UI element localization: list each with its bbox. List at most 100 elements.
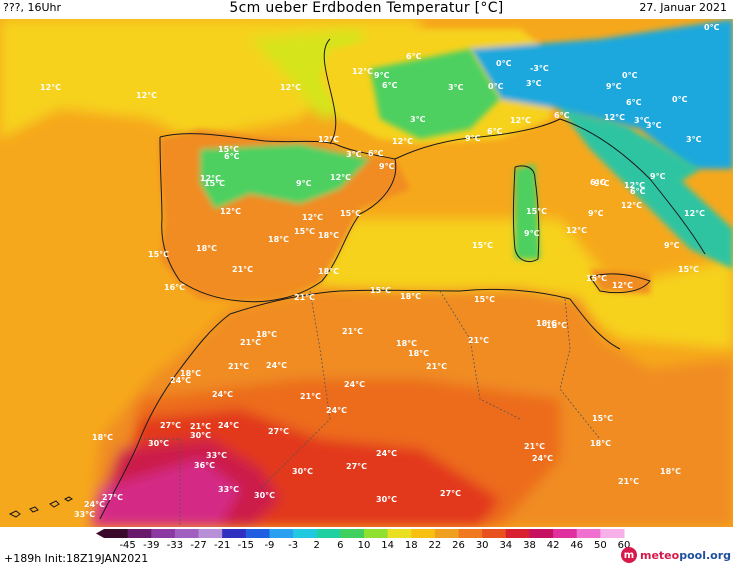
temperature-label: 36°C: [194, 461, 215, 470]
temperature-label: 6°C: [368, 149, 384, 158]
temperature-label: 3°C: [346, 150, 362, 159]
temperature-label: 27°C: [160, 421, 181, 430]
temperature-label: 33°C: [206, 451, 227, 460]
temperature-label: -3°C: [530, 64, 549, 73]
colorbar-swatch: [553, 529, 578, 538]
temperature-label: 6°C: [487, 127, 503, 136]
colorbar-swatch: [174, 529, 200, 538]
colorbar-swatch: [104, 529, 129, 538]
colorbar-tick-label: -9: [264, 540, 274, 551]
temperature-label: 6°C: [406, 52, 422, 61]
colorbar-swatch: [245, 529, 270, 538]
colorbar-tick-label: 50: [594, 540, 607, 551]
temperature-map[interactable]: 12°C 12°C 12°C 12°C 12°C 9°C 6°C 6°C 3°C 0°C -3°C 3…: [0, 19, 733, 527]
colorbar-tick-label: -21: [214, 540, 230, 551]
temperature-label: 21°C: [294, 293, 315, 302]
colorbar-swatch: [127, 529, 152, 538]
temperature-label: 18°C: [180, 369, 201, 378]
temperature-label: 24°C: [84, 500, 105, 509]
temperature-label: 12°C: [621, 201, 642, 210]
temperature-label: 15°C: [148, 250, 169, 259]
colorbar-tick-label: 46: [570, 540, 583, 551]
meteopool-logo[interactable]: m meteopool.org: [621, 547, 731, 563]
temperature-label: 24°C: [376, 449, 397, 458]
temperature-label: 24°C: [266, 361, 287, 370]
colorbar-swatch: [316, 529, 341, 538]
colorbar-tick-label: 34: [499, 540, 512, 551]
colorbar-tick-label: -27: [190, 540, 206, 551]
temperature-label: 15°C: [340, 209, 361, 218]
colorbar-swatch: [340, 529, 365, 538]
temperature-label: 3°C: [686, 135, 702, 144]
temperature-label: 12°C: [136, 91, 157, 100]
temperature-label: 18°C: [660, 467, 681, 476]
temperature-label: 18°C: [408, 349, 429, 358]
colorbar-tick-label: -3: [288, 540, 298, 551]
sahara-extreme-hot: [90, 459, 240, 527]
temperature-label: 6°C: [554, 111, 570, 120]
temperature-label: 0°C: [672, 95, 688, 104]
sea-warm-band: [560, 259, 733, 349]
temperature-label: 9°C: [606, 82, 622, 91]
temperature-label: 3°C: [646, 121, 662, 130]
temperature-label: 21°C: [426, 362, 447, 371]
temperature-label: 18°C: [536, 319, 557, 328]
forecast-date: 27. Januar 2021: [639, 1, 727, 14]
temperature-label: 18°C: [196, 244, 217, 253]
temperature-label: 21°C: [240, 338, 261, 347]
colorbar-swatch: [434, 529, 460, 538]
colorbar-swatch: [387, 529, 412, 538]
map-title: 5cm ueber Erdboden Temperatur [°C]: [229, 0, 504, 16]
temperature-label: 15°C: [370, 286, 391, 295]
temperature-label: 15°C: [472, 241, 493, 250]
temperature-label: 18°C: [400, 292, 421, 301]
temperature-label: 15°C: [526, 207, 547, 216]
colorbar-tick-label: 30: [476, 540, 489, 551]
temperature-label: 30°C: [376, 495, 397, 504]
temperature-label: 3°C: [410, 115, 426, 124]
colorbar-tick-label: 14: [381, 540, 394, 551]
temperature-labels: 12°C 12°C 12°C 12°C 12°C 9°C 6°C 6°C 3°C 0°C -3°C 3…: [40, 23, 720, 519]
temperature-label: 12°C: [200, 174, 221, 183]
temperature-label: 0°C: [488, 82, 504, 91]
temperature-label: 21°C: [618, 477, 639, 486]
temperature-label: 18°C: [546, 321, 567, 330]
italy-land: [560, 109, 733, 269]
temperature-label: 24°C: [218, 421, 239, 430]
map-header: ???, 16Uhr 5cm ueber Erdboden Temperatur…: [0, 0, 733, 19]
temperature-label: 9°C: [465, 134, 481, 143]
temperature-label: 18°C: [256, 330, 277, 339]
temperature-label: 18°C: [396, 339, 417, 348]
temperature-label: 21°C: [300, 392, 321, 401]
colorbar-swatch: [505, 529, 530, 538]
temperature-label: 18°C: [92, 433, 113, 442]
colorbar-tick-label: 2: [314, 540, 320, 551]
temperature-label: 12°C: [684, 209, 705, 218]
temperature-label: 30°C: [254, 491, 275, 500]
alps-green-zone: [370, 49, 500, 139]
temperature-label: 9°C: [379, 162, 395, 171]
logo-text: meteopool.org: [640, 548, 731, 562]
logo-icon: m: [621, 547, 637, 563]
temperature-label: 3°C: [526, 79, 542, 88]
temperature-label: 30°C: [190, 431, 211, 440]
temperature-label: 27°C: [346, 462, 367, 471]
temperature-label: 3°C: [448, 83, 464, 92]
iberia-cool-zone: [200, 144, 370, 209]
colorbar-min-arrow: [96, 529, 104, 538]
temperature-colorbar: -45 -39 -33 -27 -21 -15 -9 -3 2 6 10 14 18 22 26 30 34 38…: [96, 529, 630, 551]
temperature-label: 9°C: [664, 241, 680, 250]
temperature-label: 21°C: [342, 327, 363, 336]
temperature-label: 27°C: [102, 493, 123, 502]
country-borders: [140, 290, 601, 527]
temperature-label: 21°C: [228, 362, 249, 371]
colorbar-tick-label: 18: [405, 540, 418, 551]
temperature-label: 15°C: [204, 179, 225, 188]
colorbar-swatch: [222, 529, 247, 538]
colorbar-tick-label: -15: [238, 540, 254, 551]
temperature-label: 15°C: [474, 295, 495, 304]
temperature-label: 24°C: [212, 390, 233, 399]
temperature-label: 12°C: [318, 135, 339, 144]
colorbar-tick-label: 22: [429, 540, 442, 551]
colorbar-swatch: [458, 529, 483, 538]
